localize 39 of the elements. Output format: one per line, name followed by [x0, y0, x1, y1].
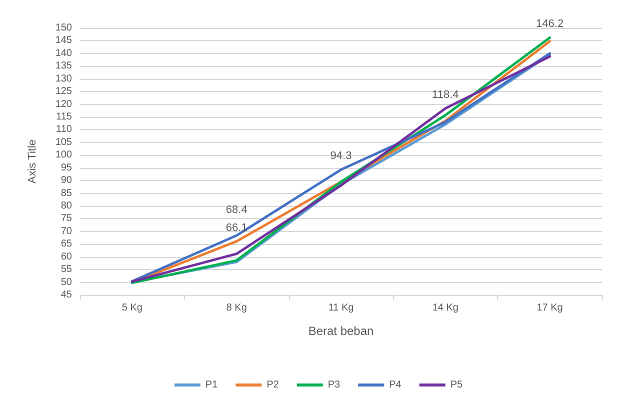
y-tick-label: 45: [60, 290, 72, 300]
y-tick-label: 135: [55, 60, 72, 72]
x-tick-label: 14 Kg: [432, 302, 458, 314]
y-tick-label: 90: [60, 175, 72, 186]
y-tick-label: 115: [56, 112, 72, 122]
y-tick-label: 125: [55, 86, 72, 98]
legend-label: P5: [450, 380, 464, 390]
y-tick-label: 110: [56, 124, 72, 136]
legend-label: P1: [205, 380, 218, 390]
data-label: 146.2: [536, 18, 564, 30]
x-axis-title: Berat beban: [308, 324, 374, 338]
y-tick-label: 95: [60, 162, 72, 174]
y-tick-label: 80: [60, 200, 72, 212]
data-label: 118.4: [432, 88, 459, 101]
x-tick-label: 8 Kg: [226, 302, 247, 314]
y-tick-label: 130: [55, 73, 72, 84]
y-tick-label: 120: [55, 98, 72, 110]
x-tick-label: 17 Kg: [536, 302, 563, 314]
x-tick-label: 11 Kg: [328, 302, 354, 314]
y-axis-title: Axis Title: [26, 139, 38, 184]
y-tick-label: 50: [60, 276, 72, 288]
y-tick-label: 100: [55, 150, 72, 161]
legend-label: P3: [328, 380, 341, 390]
data-label: 66.1: [226, 222, 248, 234]
y-tick-label: 70: [60, 226, 72, 237]
legend-label: P4: [389, 380, 402, 390]
y-tick-label: 55: [60, 264, 72, 276]
x-tick-label: 5 Kg: [122, 302, 142, 314]
data-label: 68.4: [226, 204, 248, 216]
y-tick-label: 145: [55, 35, 72, 46]
y-tick-label: 140: [55, 48, 72, 59]
data-label: 94.3: [330, 150, 352, 162]
y-tick-label: 60: [60, 251, 72, 262]
y-tick-label: 150: [55, 22, 72, 34]
y-tick-label: 105: [55, 136, 72, 148]
y-tick-label: 85: [60, 188, 72, 199]
y-tick-label: 65: [60, 238, 72, 250]
legend-label: P2: [266, 380, 280, 390]
y-tick-label: 75: [60, 213, 72, 224]
